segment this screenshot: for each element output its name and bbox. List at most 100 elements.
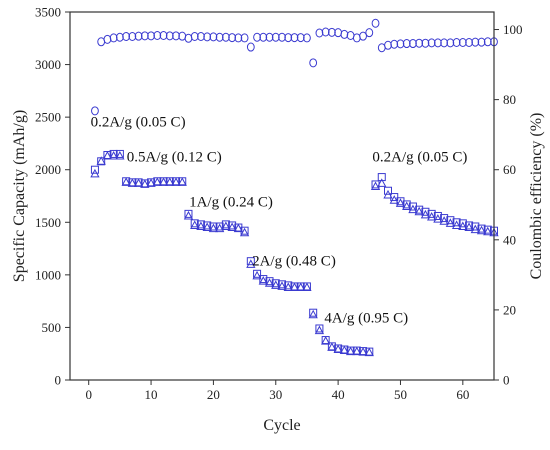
capacity-square-point [440, 214, 449, 223]
capacity-triangle-point [296, 282, 306, 291]
ce-point [271, 32, 280, 42]
capacity-triangle-point [246, 259, 256, 268]
capacity-square-point [190, 219, 199, 228]
capacity-square-point [433, 211, 442, 220]
ce-point [209, 32, 218, 42]
x-axis: 0 10 20 30 40 50 60 [85, 380, 469, 402]
ce-point [103, 34, 112, 44]
capacity-square-point [458, 219, 467, 228]
capacity-square-point [278, 280, 286, 289]
capacity-triangle-point [314, 325, 325, 335]
data-markers [90, 18, 499, 357]
capacity-triangle-point [96, 156, 106, 165]
ce-point [190, 32, 199, 42]
capacity-square-point [427, 209, 436, 218]
rate-annotation: 2A/g (0.48 C) [252, 253, 336, 269]
ce-point [477, 37, 486, 47]
y-tick-label: 3000 [35, 57, 61, 72]
capacity-triangle-point [271, 280, 281, 289]
capacity-triangle-point [227, 222, 237, 232]
capacity-triangle-point [183, 210, 194, 220]
capacity-triangle-point [158, 177, 169, 186]
capacity-triangle-point [420, 209, 431, 219]
capacity-triangle-point [389, 195, 399, 204]
ce-point [427, 38, 436, 48]
capacity-square-point [203, 221, 212, 230]
ce-point [452, 37, 461, 47]
capacity-triangle-point [427, 211, 437, 221]
capacity-triangle-point [483, 226, 493, 236]
ce-point [140, 31, 149, 41]
capacity-triangle-point [445, 218, 455, 227]
ce-point [159, 30, 168, 40]
capacity-square-point [184, 209, 193, 218]
capacity-triangle-point [476, 225, 487, 235]
ce-point [203, 32, 212, 42]
capacity-triangle-point [302, 282, 312, 291]
capacity-triangle-point [133, 178, 144, 187]
ce-point [197, 32, 205, 42]
ce-point [471, 37, 480, 47]
ce-point [234, 33, 243, 43]
capacity-triangle-point [252, 270, 262, 280]
y-tick-label: 2000 [35, 162, 61, 177]
rate-annotation: 0.2A/g (0.05 C) [372, 149, 467, 165]
capacity-triangle-point [121, 177, 131, 186]
capacity-triangle-point [109, 150, 119, 160]
y-tick-label: 2500 [35, 110, 61, 125]
capacity-triangle-point [264, 278, 275, 287]
capacity-square-point [471, 222, 480, 231]
x-tick-label: 0 [85, 387, 92, 402]
ce-point [309, 58, 318, 68]
ce-point [384, 40, 392, 50]
rate-annotation: 0.5A/g (0.12 C) [127, 149, 222, 165]
ce-point [215, 32, 224, 42]
capacity-triangle-point [470, 224, 480, 234]
capacity-triangle-point [208, 223, 219, 233]
ce-point [340, 29, 349, 39]
x-tick-label: 40 [332, 387, 345, 402]
capacity-triangle-point [239, 227, 250, 237]
ce-point [246, 42, 255, 52]
capacity-triangle-point [233, 223, 243, 233]
capacity-triangle-point [196, 221, 206, 230]
annotations: 0.2A/g (0.05 C) 0.5A/g (0.12 C) 1A/g (0.24… [91, 115, 468, 327]
ce-point [91, 106, 99, 116]
capacity-triangle-point [333, 344, 343, 354]
capacity-square-point [228, 221, 237, 230]
ce-point [458, 37, 467, 47]
capacity-square-point [452, 218, 461, 227]
ce-point [134, 31, 143, 41]
capacity-triangle-point [171, 177, 181, 186]
rate-annotation: 0.2A/g (0.05 C) [91, 115, 186, 131]
rate-annotation: 4A/g (0.95 C) [324, 311, 408, 327]
ce-point [228, 33, 237, 43]
ce-point [172, 31, 180, 41]
capacity-square-point [240, 226, 249, 235]
y-axis-left-title: Specific Capacity (mAh/g) [11, 110, 28, 282]
ce-point [265, 32, 274, 42]
ce-point [359, 31, 367, 41]
capacity-triangle-point [215, 223, 225, 233]
ce-point [122, 32, 131, 42]
capacity-triangle-point [177, 177, 187, 186]
y2-tick-label: 40 [503, 232, 516, 247]
capacity-triangle-point [364, 347, 374, 357]
y-axis-right-title: Coulombic efficiency (%) [528, 113, 545, 280]
y-tick-label: 1500 [35, 215, 61, 230]
y-tick-label: 1000 [35, 267, 61, 282]
capacity-triangle-point [115, 150, 125, 160]
capacity-triangle-point [408, 204, 418, 214]
ce-point [253, 32, 261, 42]
ce-point [396, 39, 405, 49]
capacity-triangle-point [352, 346, 362, 356]
ce-point [402, 39, 411, 49]
ce-point [371, 18, 380, 28]
ce-point [390, 39, 399, 49]
capacity-triangle-point [402, 201, 412, 211]
capacity-square-point [309, 308, 318, 317]
y-tick-label: 3500 [35, 5, 61, 20]
capacity-triangle-point [458, 221, 468, 230]
capacity-triangle-point [165, 177, 175, 186]
